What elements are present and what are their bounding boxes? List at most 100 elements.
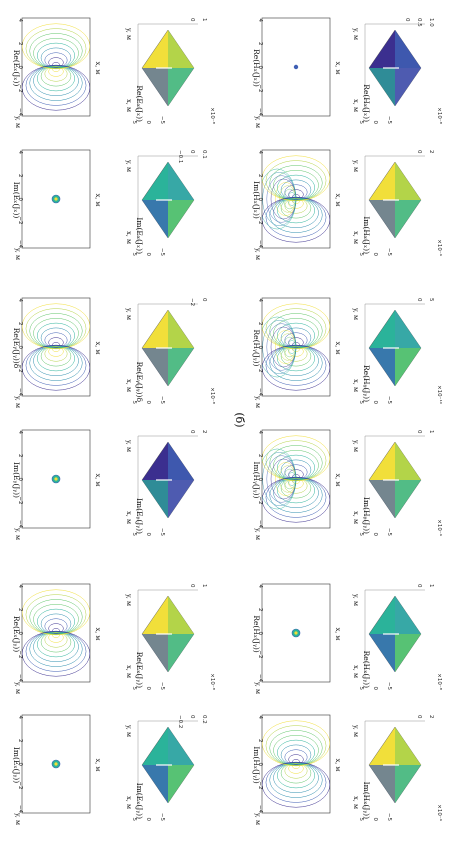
tick-label: 0 xyxy=(17,198,23,202)
z-tick-label: 0 xyxy=(416,715,422,719)
contour-line xyxy=(262,448,297,510)
x-axis-label: x, м xyxy=(352,665,360,678)
panel-title: Re(Eₓ(Jₓ)) xyxy=(12,50,21,87)
panel-title: Im(Eᵧ(Jᵧ)) xyxy=(135,498,144,534)
xy-tick-label: 5 xyxy=(358,253,364,257)
contour-line xyxy=(262,761,330,808)
xy-tick-label: 5 xyxy=(131,121,137,125)
surface-facet xyxy=(395,480,421,518)
contour-panel: 4 2 0 −2 −4 x, м y, м Re(Eᵧ(Jᵧ))δ xyxy=(12,297,102,408)
surface-facet xyxy=(168,310,194,348)
contour-line xyxy=(22,630,90,677)
panel-title: Im(Eᵧ(Jᵧ)) xyxy=(12,462,21,498)
surface-facet xyxy=(168,765,194,803)
tick-label: −2 xyxy=(257,84,263,92)
surface-facet xyxy=(142,68,168,106)
xy-tick-label: 0 xyxy=(145,401,151,405)
tick-label: 0 xyxy=(257,478,263,482)
contour-panel: 4 2 0 −2 −4 x, м y, м Re(Eₓ(Jᵧ)) xyxy=(12,583,102,694)
z-tick-label: −0.1 xyxy=(177,150,183,163)
contour-panel: 4 2 0 −2 −4 x, м y, м Im(Eₓ(Jᵧ)) xyxy=(12,714,102,825)
surface-facet xyxy=(395,765,421,803)
y-axis-label: y, м xyxy=(125,159,133,172)
xy-tick-label: 5 xyxy=(358,121,364,125)
tick-label: −4 xyxy=(257,388,263,397)
tick-label: −2 xyxy=(257,216,263,224)
tick-label: 4 xyxy=(17,431,23,435)
panel-title: Re(Eᵧ(Jᵧ))δ xyxy=(135,362,144,403)
surface-panel: 0.2 0 −0.2 5 0 −5 y, м x, м Im(Eₓ(Jᵧ)) xyxy=(125,715,207,822)
surface-panel: 1.0 0.5 0 ×10⁻⁸ 5 0 −5 y, м x, м Re(Hₓ(Jₓ)) xyxy=(352,18,443,125)
x-axis-label: x, м xyxy=(125,99,133,112)
surface-facet xyxy=(395,727,421,765)
y-axis-label: y, м xyxy=(352,307,360,320)
z-tick-label: 0 xyxy=(201,298,207,302)
xy-tick-label: 0 xyxy=(145,253,151,257)
y-axis-label: y, м xyxy=(254,247,262,260)
surface-facet xyxy=(395,30,421,68)
contour-panel: 4 2 0 −2 −4 x, м y, м Im(Hᵧ(Jᵧ)) xyxy=(252,429,342,540)
tick-label: −4 xyxy=(17,240,23,249)
panel-title: Re(Hₓ(Jᵧ)) xyxy=(362,651,371,688)
surface-facet xyxy=(395,596,421,634)
exponent-label: ×10⁻⁹ xyxy=(436,804,443,821)
panel-title: Im(Hᵧ(Jᵧ)) xyxy=(252,462,261,499)
axis-box xyxy=(137,23,198,112)
surface-facet xyxy=(168,596,194,634)
xy-tick-label: −5 xyxy=(159,396,165,405)
surface-facet xyxy=(142,200,168,238)
y-axis-label: y, м xyxy=(254,395,262,408)
xy-tick-label: 0 xyxy=(372,401,378,405)
tick-label: 2 xyxy=(257,42,263,46)
z-tick-label: 0 xyxy=(189,430,195,434)
tick-label: −4 xyxy=(257,108,263,117)
axis-box xyxy=(137,720,198,809)
tick-label: −2 xyxy=(257,781,263,789)
panel-title: Im(Eₓ(Jᵧ)) xyxy=(12,747,21,783)
contour-panel: 4 2 0 −2 −4 x, м y, м Im(Hₓ(Jₓ)) xyxy=(252,149,342,260)
tick-label: 0 xyxy=(17,66,23,70)
xy-tick-label: 5 xyxy=(358,687,364,691)
panel-title: Re(Hᵧ(Jᵧ)) xyxy=(362,365,371,402)
surface-facet xyxy=(168,348,194,386)
exponent-label: ×10⁻⁸ xyxy=(209,387,216,405)
x-axis-label: x, м xyxy=(334,474,342,487)
surface-facet xyxy=(395,162,421,200)
y-axis-label: y, м xyxy=(254,681,262,694)
surface-facet xyxy=(168,68,194,106)
surface-panel: 0.1 0 −0.1 5 0 −5 y, м x, м Im(Eₓ(Jₓ)) xyxy=(125,150,207,257)
tick-label: −2 xyxy=(17,84,23,92)
z-tick-label: 0 xyxy=(416,584,422,588)
x-axis-label: x, м xyxy=(334,759,342,772)
tick-label: 2 xyxy=(257,322,263,326)
tick-label: 4 xyxy=(257,151,263,155)
surface-facet xyxy=(168,480,194,518)
contour-panel: 4 2 0 −2 −4 x, м y, м Re(Hᵧ(Jᵧ)) xyxy=(252,297,342,408)
xy-tick-label: 5 xyxy=(131,818,137,822)
contour-spot-core xyxy=(54,477,58,481)
axis-box xyxy=(364,589,425,678)
surface-facet xyxy=(142,765,168,803)
z-tick-label: 1.0 xyxy=(428,18,434,27)
xy-tick-label: 0 xyxy=(145,533,151,537)
tick-label: −2 xyxy=(17,781,23,789)
surface-facet xyxy=(142,480,168,518)
panel-title: Im(Hₓ(Jₓ)) xyxy=(252,181,261,219)
tick-label: −4 xyxy=(17,108,23,117)
z-tick-label: 1 xyxy=(428,584,434,588)
y-axis-label: y, м xyxy=(125,27,133,40)
tick-label: 0 xyxy=(257,66,263,70)
y-axis-label: y, м xyxy=(125,724,133,737)
x-axis-label: x, м xyxy=(125,231,133,244)
surface-facet xyxy=(168,634,194,672)
z-tick-label: 0.1 xyxy=(201,150,207,159)
x-axis-label: x, м xyxy=(334,62,342,75)
surface-facet xyxy=(142,348,168,386)
x-axis-label: x, м xyxy=(94,474,102,487)
y-axis-label: y, м xyxy=(254,115,262,128)
z-tick-label: 0.2 xyxy=(201,715,207,724)
x-axis-label: x, м xyxy=(125,511,133,524)
exponent-label: ×10⁻⁸ xyxy=(209,107,216,125)
panel-title: Im(Eₓ(Jₓ)) xyxy=(12,182,21,219)
axis-box xyxy=(137,589,198,678)
